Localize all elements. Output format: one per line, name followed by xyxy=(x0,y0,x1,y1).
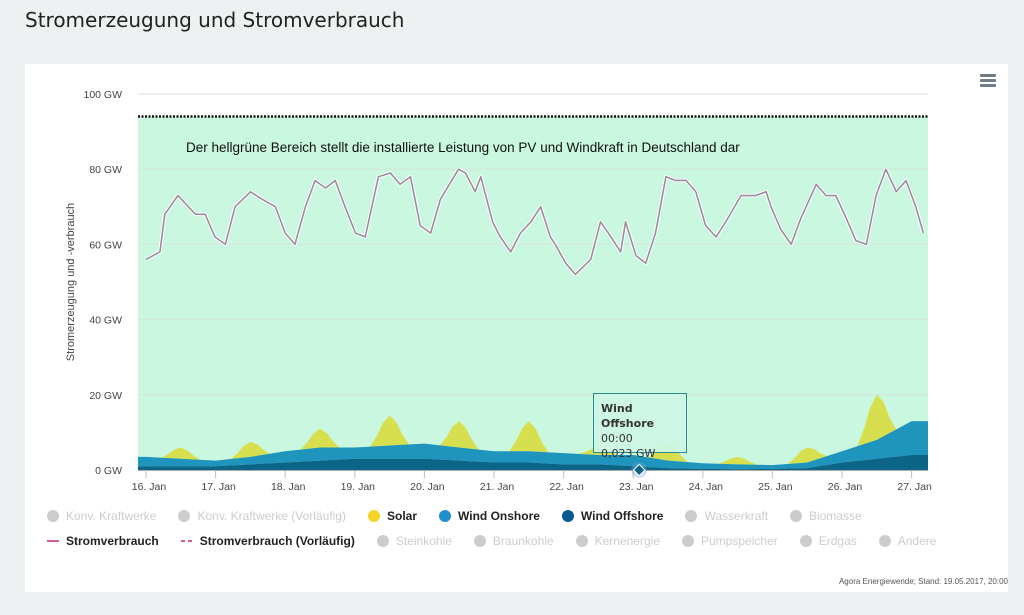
x-tick-label: 17. Jan xyxy=(201,481,236,493)
y-tick-label: 60 GW xyxy=(89,239,122,251)
legend-label: Kernenergie xyxy=(594,534,660,548)
tooltip-marker xyxy=(632,463,646,477)
legend-item-wasserkraft[interactable]: Wasserkraft xyxy=(685,509,768,523)
y-axis-title: Stromerzeugung und -verbrauch xyxy=(65,203,77,361)
chart-annotation: Der hellgrüne Bereich stellt die install… xyxy=(186,140,740,155)
consumption-line xyxy=(145,168,925,276)
legend-label: Steinkohle xyxy=(395,534,452,548)
footnote: Agora Energiewende; Stand: 19.05.2017, 2… xyxy=(838,577,1008,586)
legend-item-wind-offshore[interactable]: Wind Offshore xyxy=(561,509,664,523)
x-tick-label: 23. Jan xyxy=(619,481,654,493)
legend-item-konv-kraftwerke[interactable]: Konv. Kraftwerke xyxy=(47,509,156,523)
y-tick-label: 20 GW xyxy=(89,390,122,402)
legend-row-1: Konv. Kraftwerke Konv. Kraftwerke (Vorläu… xyxy=(47,509,884,523)
legend-label: Konv. Kraftwerke (Vorläufig) xyxy=(197,509,346,523)
legend-dot-icon xyxy=(473,535,486,547)
legend-label: Wind Offshore xyxy=(580,509,664,523)
legend-label: Stromverbrauch xyxy=(66,534,159,548)
installed-capacity-area xyxy=(138,116,928,470)
solar-area xyxy=(300,428,340,450)
y-tick-label: 100 GW xyxy=(83,89,122,101)
wind-onshore-area xyxy=(138,421,928,470)
x-tick-label: 22. Jan xyxy=(549,481,584,493)
legend-item-stromverbrauch-vorläufig[interactable]: Stromverbrauch (Vorläufig) xyxy=(180,534,355,548)
x-tick-label: 19. Jan xyxy=(341,481,376,493)
legend-item-konv-kraftwerke-vorläufig[interactable]: Konv. Kraftwerke (Vorläufig) xyxy=(178,509,346,523)
legend-item-erdgas[interactable]: Erdgas xyxy=(799,534,857,548)
legend-dot-icon xyxy=(575,535,588,547)
solar-area xyxy=(718,456,758,465)
legend-label: Solar xyxy=(387,509,418,523)
legend-item-biomasse[interactable]: Biomasse xyxy=(790,509,862,523)
solar-area xyxy=(161,447,201,460)
legend-label: Erdgas xyxy=(818,534,857,548)
legend-line-icon xyxy=(47,540,59,542)
legend-dot-icon xyxy=(376,535,389,547)
chart-card: 0 GW 20 GW 40 GW 60 GW 80 GW 100 GW Stromerzeu… xyxy=(25,64,1008,592)
legend-item-pumpspeicher[interactable]: Pumpspeicher xyxy=(682,534,778,548)
legend-label: Andere xyxy=(897,534,937,548)
x-tick-label: 27. Jan xyxy=(897,481,932,493)
legend-dot-icon xyxy=(685,510,698,522)
legend-dot-icon xyxy=(368,510,380,522)
tooltip-value: 0,023 GW xyxy=(601,447,656,460)
page-title: Stromerzeugung und Stromverbrauch xyxy=(25,8,405,32)
legend-dot-icon xyxy=(178,510,191,522)
legend-item-steinkohle[interactable]: Steinkohle xyxy=(376,534,452,548)
y-tick-label: 40 GW xyxy=(89,315,122,327)
y-tick-label: 80 GW xyxy=(89,164,122,176)
solar-area xyxy=(509,421,549,453)
x-tick-label: 18. Jan xyxy=(271,481,306,493)
legend-dot-icon xyxy=(439,510,452,522)
legend-item-kernenergie[interactable]: Kernenergie xyxy=(575,534,660,548)
legend-item-stromverbrauch[interactable]: Stromverbrauch xyxy=(47,534,159,548)
wind-offshore-area xyxy=(138,454,928,470)
legend-label: Wasserkraft xyxy=(704,509,769,523)
x-tick-label: 16. Jan xyxy=(132,481,167,493)
tooltip: Wind Offshore 00:00 0,023 GW xyxy=(593,393,687,460)
legend-label: Braunkohle xyxy=(492,534,554,548)
chart: 0 GW 20 GW 40 GW 60 GW 80 GW 100 GW Stromerzeu… xyxy=(65,89,932,493)
solar-area xyxy=(857,394,897,447)
legend-dot-icon xyxy=(878,535,891,547)
y-tick-label: 0 GW xyxy=(95,465,122,477)
legend-row-2: Stromverbrauch Stromverbrauch (Vorläufig)… xyxy=(47,534,958,548)
legend-line-icon xyxy=(180,540,193,542)
x-tick-label: 21. Jan xyxy=(480,481,515,493)
legend-label: Pumpspeicher xyxy=(701,534,778,548)
legend-dot-icon xyxy=(799,535,812,547)
legend-dot-icon xyxy=(790,510,803,522)
x-tick-label: 24. Jan xyxy=(689,481,724,493)
legend-item-solar[interactable]: Solar xyxy=(368,509,417,523)
legend-dot-icon xyxy=(47,510,59,522)
tooltip-time: 00:00 xyxy=(601,432,633,445)
solar-area xyxy=(370,415,410,447)
x-tick-label: 20. Jan xyxy=(410,481,445,493)
x-tick-label: 26. Jan xyxy=(828,481,863,493)
solar-area xyxy=(787,447,827,464)
legend-dot-icon xyxy=(682,535,694,547)
legend-label: Wind Onshore xyxy=(458,509,540,523)
solar-area xyxy=(230,441,270,459)
legend-item-wind-onshore[interactable]: Wind Onshore xyxy=(439,509,540,523)
series-group xyxy=(138,167,928,470)
tooltip-series: Wind Offshore xyxy=(601,402,655,430)
legend-label: Stromverbrauch (Vorläufig) xyxy=(199,534,355,548)
x-tick-label: 25. Jan xyxy=(758,481,793,493)
legend-label: Biomasse xyxy=(809,509,862,523)
legend-dot-icon xyxy=(561,510,574,522)
legend-item-braunkohle[interactable]: Braunkohle xyxy=(473,534,554,548)
hamburger-icon[interactable] xyxy=(980,74,996,88)
legend-item-andere[interactable]: Andere xyxy=(878,534,937,548)
solar-area xyxy=(439,421,479,450)
legend-label: Konv. Kraftwerke xyxy=(66,509,157,523)
